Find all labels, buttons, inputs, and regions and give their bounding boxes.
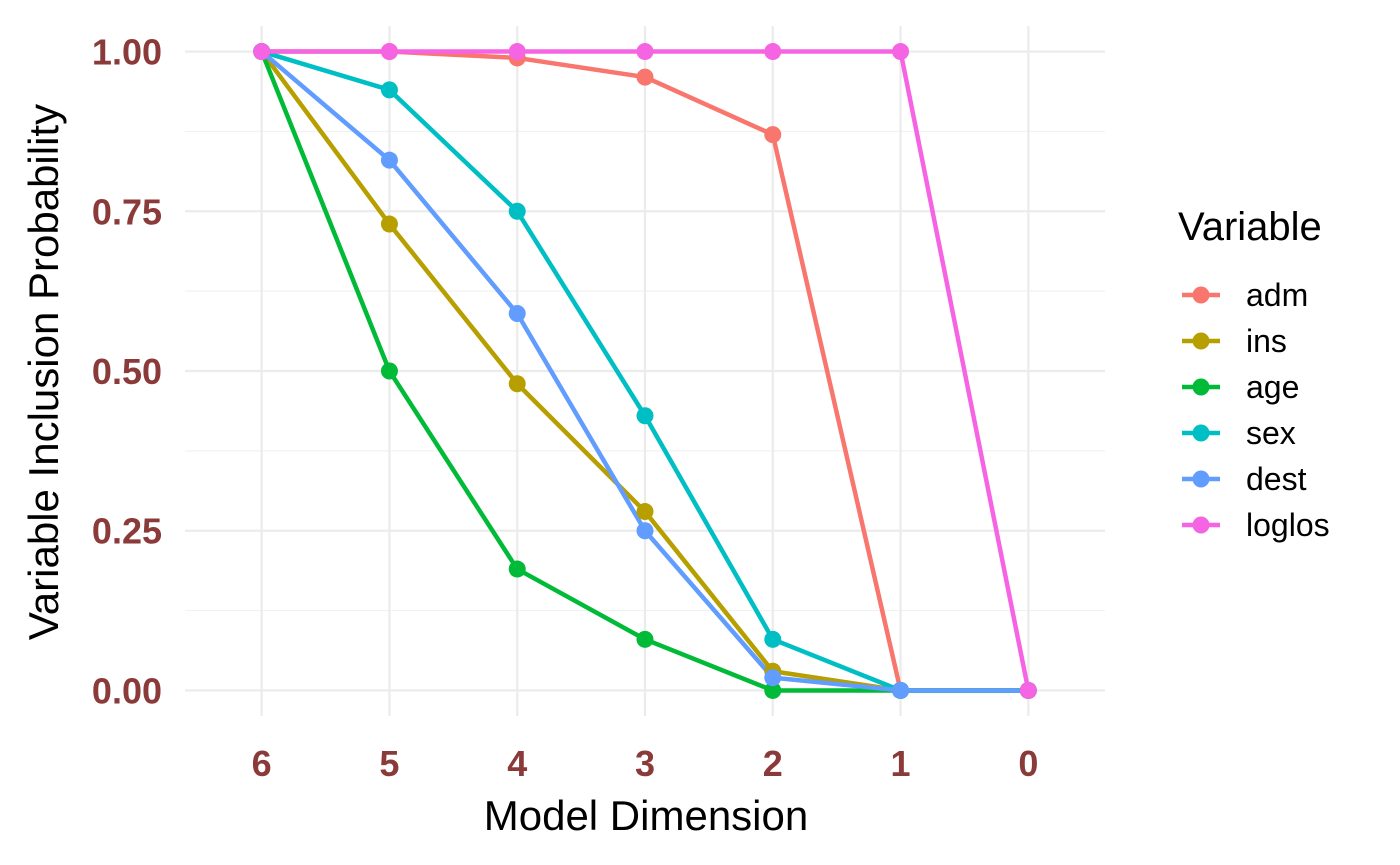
- x-axis-title: Model Dimension: [484, 792, 808, 839]
- data-point-loglos: [636, 43, 654, 61]
- data-point-age: [380, 362, 398, 380]
- data-point-ins: [636, 503, 654, 521]
- x-tick-label: 1: [891, 743, 911, 784]
- x-axis-ticks: 6 5 4 3 2 1 0: [252, 743, 1039, 784]
- x-tick-label: 2: [763, 743, 783, 784]
- data-point-age: [508, 560, 526, 578]
- data-point-dest: [508, 305, 526, 322]
- data-point-ins: [508, 375, 526, 393]
- data-point-dest: [380, 151, 398, 169]
- data-point-dest: [892, 681, 910, 699]
- x-tick-label: 5: [379, 743, 399, 784]
- legend-swatch-sex: [1192, 424, 1210, 442]
- y-axis-title: Variable Inclusion Probability: [20, 104, 67, 640]
- legend-title: Variable: [1178, 205, 1322, 249]
- data-point-dest: [636, 522, 654, 540]
- legend: Variable adm ins age sex dest loglos: [1178, 205, 1330, 543]
- legend-swatch-age: [1192, 378, 1210, 396]
- y-tick-label: 0.75: [92, 191, 162, 232]
- legend-label-loglos: loglos: [1246, 507, 1330, 543]
- y-tick-label: 0.00: [92, 670, 162, 711]
- series-points: [253, 43, 1037, 699]
- legend-item-age: age: [1182, 369, 1299, 405]
- data-point-loglos: [1019, 681, 1037, 699]
- x-tick-label: 3: [635, 743, 655, 784]
- y-tick-label: 0.25: [92, 511, 162, 552]
- legend-label-ins: ins: [1246, 323, 1287, 359]
- x-tick-label: 4: [507, 743, 527, 784]
- legend-item-ins: ins: [1182, 323, 1287, 359]
- legend-swatch-ins: [1192, 332, 1210, 350]
- legend-label-sex: sex: [1246, 415, 1296, 451]
- legend-item-adm: adm: [1182, 277, 1308, 313]
- data-point-age: [636, 630, 654, 648]
- data-point-ins: [380, 215, 398, 233]
- y-axis-ticks: 0.00 0.25 0.50 0.75 1.00: [92, 32, 162, 712]
- data-point-sex: [764, 630, 782, 648]
- data-point-sex: [636, 407, 654, 425]
- data-point-loglos: [764, 43, 782, 61]
- legend-item-dest: dest: [1182, 461, 1307, 497]
- x-tick-label: 0: [1018, 743, 1038, 784]
- y-tick-label: 0.50: [92, 351, 162, 392]
- data-point-adm: [764, 126, 782, 144]
- legend-label-dest: dest: [1246, 461, 1307, 497]
- legend-label-age: age: [1246, 369, 1299, 405]
- data-point-sex: [380, 81, 398, 99]
- data-point-loglos: [253, 43, 271, 61]
- data-point-sex: [508, 202, 526, 220]
- y-tick-label: 1.00: [92, 32, 162, 73]
- data-point-loglos: [892, 43, 910, 61]
- grid: [185, 26, 1105, 716]
- legend-label-adm: adm: [1246, 277, 1308, 313]
- data-point-loglos: [380, 43, 398, 61]
- data-point-adm: [636, 68, 654, 86]
- data-point-loglos: [508, 43, 526, 61]
- data-point-dest: [764, 669, 782, 687]
- legend-swatch-dest: [1192, 470, 1210, 488]
- legend-item-loglos: loglos: [1182, 507, 1330, 543]
- data-point-age: [764, 681, 782, 699]
- legend-swatch-adm: [1192, 286, 1210, 304]
- legend-item-sex: sex: [1182, 415, 1296, 451]
- legend-swatch-loglos: [1192, 516, 1210, 534]
- x-tick-label: 6: [252, 743, 272, 784]
